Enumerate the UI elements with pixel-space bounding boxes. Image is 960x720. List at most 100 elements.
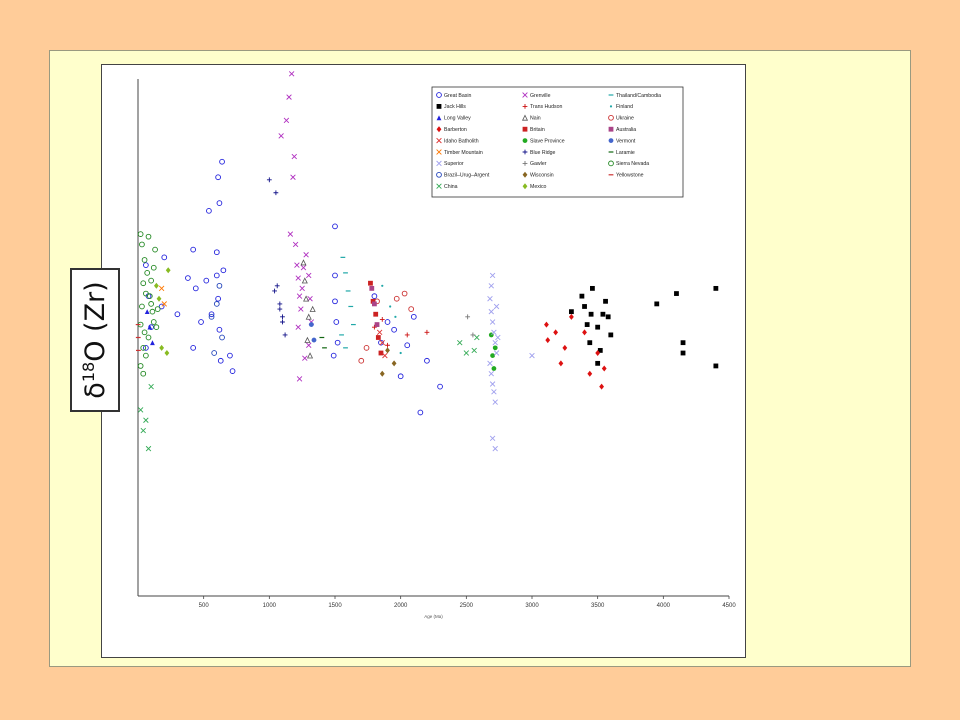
data-point [603,298,608,304]
data-point [488,283,495,289]
data-point [330,352,337,359]
data-point [148,277,154,284]
series-slave-province [488,332,498,371]
legend-label: Mexico [530,184,547,190]
data-point [216,282,223,289]
series-great-basin [143,158,443,416]
data-point [141,257,148,263]
data-point [150,340,155,346]
data-point [595,350,601,357]
data-point [190,344,197,351]
legend-marker [521,114,529,121]
data-point [488,370,495,377]
data-point [590,285,595,291]
legend-item: Brazil–Urug–Argent [436,171,490,179]
data-point [391,326,397,333]
legend-item: China [436,183,458,190]
legend-label: China [444,184,458,190]
data-point [311,337,317,343]
data-point [372,301,377,307]
legend-label: Vermont [616,138,636,144]
legend-label: Long Valley [444,116,471,122]
data-point [424,329,430,335]
data-point [492,399,498,405]
legend-label: Finland [616,104,633,110]
data-point [220,267,227,274]
legend-label: Gawler [530,161,547,167]
data-point [215,174,221,181]
data-point [306,342,312,348]
data-point [141,329,148,336]
legend-marker [436,104,442,109]
data-point [674,291,679,296]
data-point [165,267,171,274]
data-point [680,350,686,356]
data-point [140,427,146,434]
data-point [219,334,225,341]
data-point [368,280,373,286]
data-point [378,350,384,356]
data-point [376,329,383,336]
x-axis-title: Age (Ma) [424,614,443,619]
data-point [544,321,549,328]
data-point [144,270,151,276]
data-point [161,301,167,307]
x-tick-label: 1000 [263,603,277,609]
data-point [143,344,149,351]
legend-label: Trans Hudson [530,104,563,110]
data-point [584,322,590,327]
data-point [303,252,309,258]
data-point [332,223,338,230]
data-point [408,306,415,312]
legend-item: Barberton [436,126,467,133]
legend-item: Laramie [608,150,635,156]
series-australia [369,285,380,327]
data-point [300,259,307,266]
data-point [491,389,497,395]
data-point [294,262,300,268]
data-point [145,445,152,452]
data-point [379,370,385,377]
legend-marker [609,105,613,108]
data-point [529,352,535,359]
data-point [404,332,410,338]
data-point [140,370,147,377]
data-point [300,264,307,271]
data-point [309,305,316,312]
data-point [282,332,288,338]
legend-item: Trans Hudson [522,104,563,110]
legend-label: Slave Province [530,138,565,144]
legend-item: Britain [522,126,545,133]
data-point [490,353,495,358]
data-point [495,334,501,341]
series-gawler [465,314,476,338]
data-point [216,326,223,333]
series-china [137,334,480,452]
data-point [296,293,303,299]
series-wisconsin [379,347,397,377]
series-trans-hudson [372,317,430,348]
legend-item: Thailand/Cambodia [608,93,661,99]
legend-label: Barberton [444,127,467,133]
data-point [605,314,611,320]
legend-label: Brazil–Urug–Argent [444,173,490,179]
data-point [597,348,603,353]
data-point [137,231,144,237]
data-point [399,351,402,355]
data-point [272,288,277,294]
data-point [493,350,500,356]
data-point [211,350,218,356]
data-point [378,339,384,346]
y-axis-label: δ18O (Zr) [79,281,111,399]
data-point [424,357,430,364]
data-point [146,293,153,299]
legend-label: Timber Mountain [444,150,483,156]
data-point [397,373,404,380]
series-jack-hills [569,285,719,369]
legend-item: Grenville [522,92,551,99]
data-point [301,277,308,284]
legend-marker [522,183,528,190]
data-point [283,117,290,124]
legend-marker [522,171,528,178]
data-point [145,233,152,240]
